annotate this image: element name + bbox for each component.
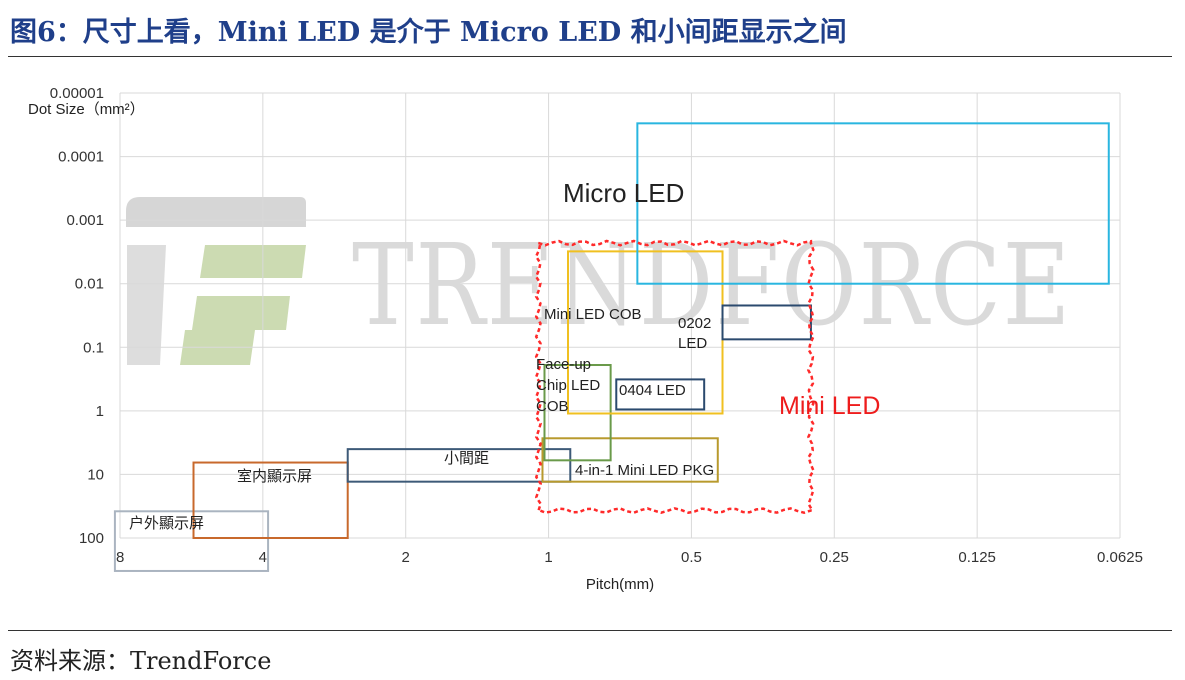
y-tick-label: 0.01 (75, 276, 104, 293)
label-0404-led: 0404 LED (619, 382, 686, 399)
label-mini-led: Mini LED (779, 392, 880, 420)
y-tick-label: 0.1 (83, 339, 104, 356)
y-tick-label: 0.001 (66, 212, 104, 229)
y-tick-label: 100 (79, 530, 104, 547)
x-tick-label: 2 (402, 549, 410, 566)
chart-regions (113, 122, 1110, 572)
x-axis-label: Pitch(mm) (586, 576, 654, 593)
region-box (113, 510, 270, 572)
label-4in1-mini-led-pkg: 4-in-1 Mini LED PKG (575, 462, 714, 479)
x-tick-label: 0.0625 (1097, 549, 1143, 566)
y-tick-label: 0.00001 (50, 85, 104, 102)
x-tick-label: 0.125 (958, 549, 996, 566)
label-outdoor-display: 户外顯示屏 (129, 515, 204, 532)
region-box (192, 461, 349, 540)
y-tick-label: 0.0001 (58, 149, 104, 166)
x-tick-label: 0.5 (681, 549, 702, 566)
watermark-wordmark: TRENDFORCE (352, 221, 1072, 351)
y-tick-label: 1 (96, 403, 104, 420)
label-mini-led-cob: Mini LED COB (544, 306, 642, 323)
x-tick-label: 1 (544, 549, 552, 566)
label-0202-led: 0202 LED (678, 315, 711, 352)
label-small-pitch: 小間距 (444, 450, 489, 467)
x-tick-label: 8 (116, 549, 124, 566)
plot-grid (119, 92, 1121, 539)
y-axis-ticks: 0.00001 0.0001 0.001 0.01 0.1 1 10 100 (50, 85, 104, 547)
x-axis-ticks: 8 4 2 1 0.5 0.25 0.125 0.0625 (116, 549, 1143, 566)
region-0202-led-box (721, 304, 812, 341)
trendforce-logo-icon (126, 197, 306, 365)
label-face-up-chip-led-cob: Face-up Chip LED COB (536, 356, 600, 415)
region-4-in-1-mini-led-pkg-box (541, 437, 719, 483)
x-tick-label: 0.25 (820, 549, 849, 566)
label-micro-led: Micro LED (563, 178, 684, 208)
region-labels: 户外顯示屏 室内顯示屏 小間距 4-in-1 Mini LED PKG Face… (129, 178, 880, 532)
region-micro-led-box (636, 122, 1110, 285)
region-box (346, 448, 572, 483)
label-indoor-display: 室内顯示屏 (237, 468, 312, 485)
region-0404-led-box (615, 378, 706, 411)
source-note: 资料来源：TrendForce (10, 647, 272, 675)
figure-title: 图6：尺寸上看，Mini LED 是介于 Micro LED 和小间距显示之间 (10, 17, 847, 48)
title-divider (8, 56, 1172, 57)
y-tick-label: 10 (87, 466, 104, 483)
y-axis-label: Dot Size（mm²） (28, 101, 145, 118)
x-tick-label: 4 (259, 549, 267, 566)
region-mini-led-outline (534, 239, 815, 515)
source-divider (8, 630, 1172, 631)
trendforce-watermark: TRENDFORCE (126, 197, 1072, 365)
